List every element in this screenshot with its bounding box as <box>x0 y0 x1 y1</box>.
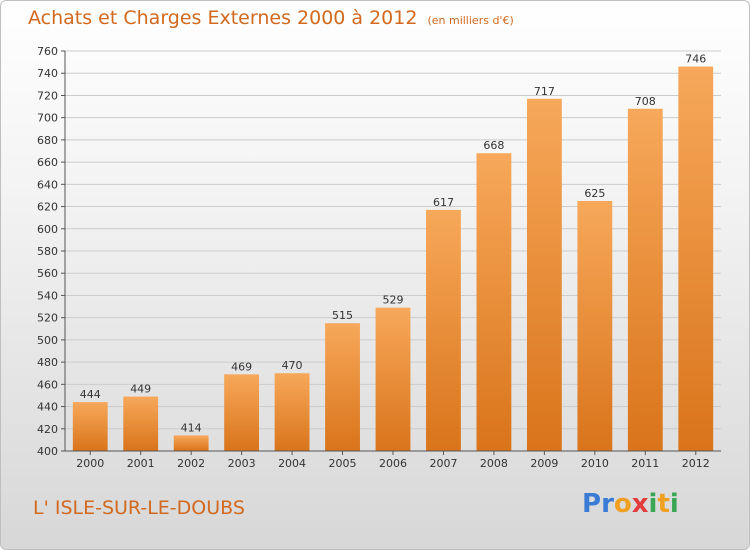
chart-title: Achats et Charges Externes 2000 à 2012 (e… <box>28 7 514 29</box>
y-tick-label: 560 <box>37 267 58 280</box>
logo-letter: x <box>631 489 649 519</box>
y-tick-label: 400 <box>37 445 58 458</box>
x-tick-label: 2005 <box>329 457 357 470</box>
labels: 444 449 414 469 470 515 529 617 668 717 625 708 746 <box>80 53 707 435</box>
axes: 400 420 440 460 480 500 520 540 560 580 600 620 640 6… <box>37 45 721 470</box>
bar <box>426 209 461 451</box>
data-label: 469 <box>231 360 252 373</box>
x-tick-label: 2006 <box>379 457 407 470</box>
y-tick-label: 540 <box>37 289 58 302</box>
x-tick-label: 2007 <box>429 457 457 470</box>
bar <box>224 374 260 451</box>
y-tick-label: 620 <box>37 201 58 214</box>
data-label: 708 <box>635 95 656 108</box>
bar <box>577 201 613 451</box>
x-tick-label: 2008 <box>480 457 508 470</box>
logo-letter: o <box>613 489 632 519</box>
y-tick-label: 640 <box>37 178 58 191</box>
bar <box>678 66 714 452</box>
x-tick-label: 2000 <box>76 457 104 470</box>
y-tick-label: 480 <box>37 356 58 369</box>
bar <box>476 153 512 451</box>
y-tick-label: 440 <box>37 401 58 414</box>
chart-unit-note: (en milliers d'€) <box>427 14 514 27</box>
bar <box>627 108 663 452</box>
logo-letter: i <box>669 489 679 519</box>
logo-letter: t <box>657 489 670 519</box>
data-label: 746 <box>685 53 706 66</box>
y-tick-label: 580 <box>37 245 58 258</box>
x-tick-label: 2012 <box>682 457 710 470</box>
y-tick-label: 460 <box>37 378 58 391</box>
logo-letter: P <box>582 489 602 519</box>
chart-title-main: Achats et Charges Externes 2000 à 2012 <box>28 7 418 29</box>
y-tick-label: 660 <box>37 156 58 169</box>
data-label: 617 <box>433 196 454 209</box>
data-label: 668 <box>483 139 504 152</box>
bar <box>526 98 562 452</box>
y-tick-label: 520 <box>37 312 58 325</box>
bar <box>325 323 360 451</box>
bars <box>72 66 714 452</box>
data-label: 529 <box>383 294 404 307</box>
y-tick-label: 600 <box>37 223 58 236</box>
data-label: 470 <box>282 359 303 372</box>
logo-letter: r <box>601 489 614 519</box>
proxiti-logo: Proxiti <box>582 489 679 519</box>
logo-letter: i <box>648 489 658 519</box>
x-tick-label: 2010 <box>581 457 609 470</box>
x-tick-label: 2002 <box>177 457 205 470</box>
data-label: 717 <box>534 85 555 98</box>
data-label: 449 <box>130 383 151 396</box>
data-label: 625 <box>584 187 605 200</box>
bar <box>173 435 209 451</box>
y-tick-label: 760 <box>37 45 58 58</box>
x-tick-label: 2003 <box>228 457 256 470</box>
y-tick-label: 680 <box>37 134 58 147</box>
x-tick-label: 2011 <box>631 457 659 470</box>
y-tick-label: 420 <box>37 423 58 436</box>
bar <box>123 396 159 451</box>
bar <box>274 373 310 451</box>
y-tick-label: 700 <box>37 112 58 125</box>
x-tick-label: 2009 <box>530 457 558 470</box>
y-tick-label: 500 <box>37 334 58 347</box>
y-tick-label: 740 <box>37 67 58 80</box>
data-label: 414 <box>181 421 202 434</box>
bar <box>72 402 108 451</box>
y-tick-label: 720 <box>37 89 58 102</box>
commune-name: L' ISLE-SUR-LE-DOUBS <box>33 497 245 519</box>
data-label: 444 <box>80 388 101 401</box>
data-label: 515 <box>332 309 353 322</box>
x-tick-label: 2001 <box>127 457 155 470</box>
bar <box>375 307 411 451</box>
x-tick-label: 2004 <box>278 457 306 470</box>
